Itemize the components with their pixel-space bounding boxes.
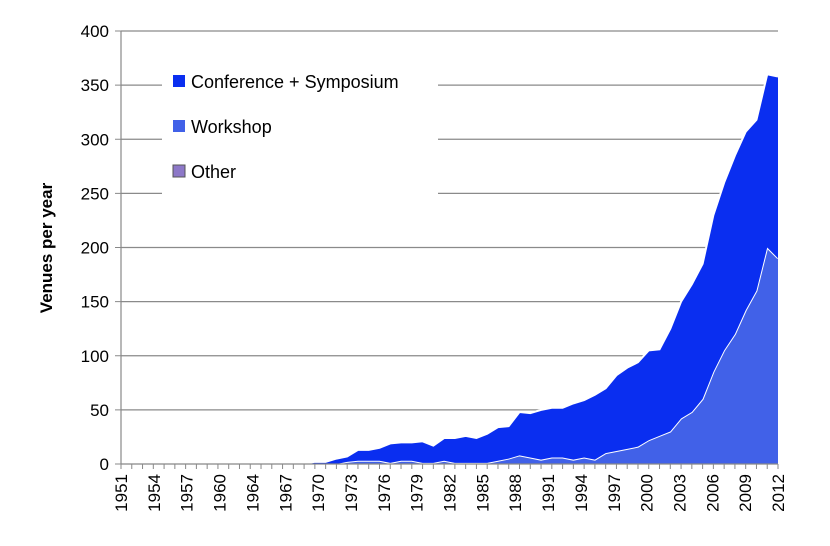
x-tick-label: 2006 (703, 474, 722, 512)
legend-swatch-other (172, 164, 186, 178)
x-tick-label: 2000 (638, 474, 657, 512)
x-tick-label: 1967 (276, 474, 295, 512)
legend-label-other: Other (191, 162, 236, 182)
y-tick-label: 200 (81, 239, 109, 258)
x-tick-label: 1994 (572, 474, 591, 512)
y-tick-label: 250 (81, 184, 109, 203)
x-tick-label: 2009 (736, 474, 755, 512)
area-workshop (121, 247, 778, 464)
y-tick-label: 350 (81, 76, 109, 95)
x-tick-label: 1985 (473, 474, 492, 512)
x-tick-label: 1951 (112, 474, 131, 512)
x-tick-label: 1997 (605, 474, 624, 512)
x-tick-label: 1982 (441, 474, 460, 512)
y-tick-label: 300 (81, 130, 109, 149)
legend-box (162, 55, 438, 195)
y-tick-label: 0 (100, 455, 109, 474)
legend-label-workshop: Workshop (191, 117, 272, 137)
y-tick-label: 50 (90, 401, 109, 420)
x-tick-label: 2003 (670, 474, 689, 512)
legend-swatch-conference-symposium (173, 75, 185, 87)
axes (115, 30, 779, 469)
x-tick-label: 1991 (539, 474, 558, 512)
x-tick-label: 1970 (309, 474, 328, 512)
x-tick-label: 2012 (769, 474, 788, 512)
legend: Conference + Symposium Workshop Other (162, 55, 438, 195)
y-tick-label: 400 (81, 22, 109, 41)
x-tick-labels: 1951 1954 1957 1960 1964 1967 1970 1973 1976 1979… (112, 474, 788, 512)
legend-label-conference-symposium: Conference + Symposium (191, 72, 399, 92)
x-tick-label: 1973 (342, 474, 361, 512)
x-tick-label: 1964 (243, 474, 262, 512)
y-tick-label: 100 (81, 347, 109, 366)
y-tick-labels: 0 50 100 150 200 250 300 350 400 (81, 22, 109, 474)
y-tick-label: 150 (81, 293, 109, 312)
y-axis-label: Venues per year (37, 182, 56, 313)
x-tick-label: 1960 (211, 474, 230, 512)
x-tick-label: 1988 (506, 474, 525, 512)
x-tick-label: 1957 (178, 474, 197, 512)
x-tick-label: 1954 (145, 474, 164, 512)
x-tick-label: 1976 (375, 474, 394, 512)
x-tick-label: 1979 (408, 474, 427, 512)
legend-swatch-workshop (173, 120, 185, 132)
